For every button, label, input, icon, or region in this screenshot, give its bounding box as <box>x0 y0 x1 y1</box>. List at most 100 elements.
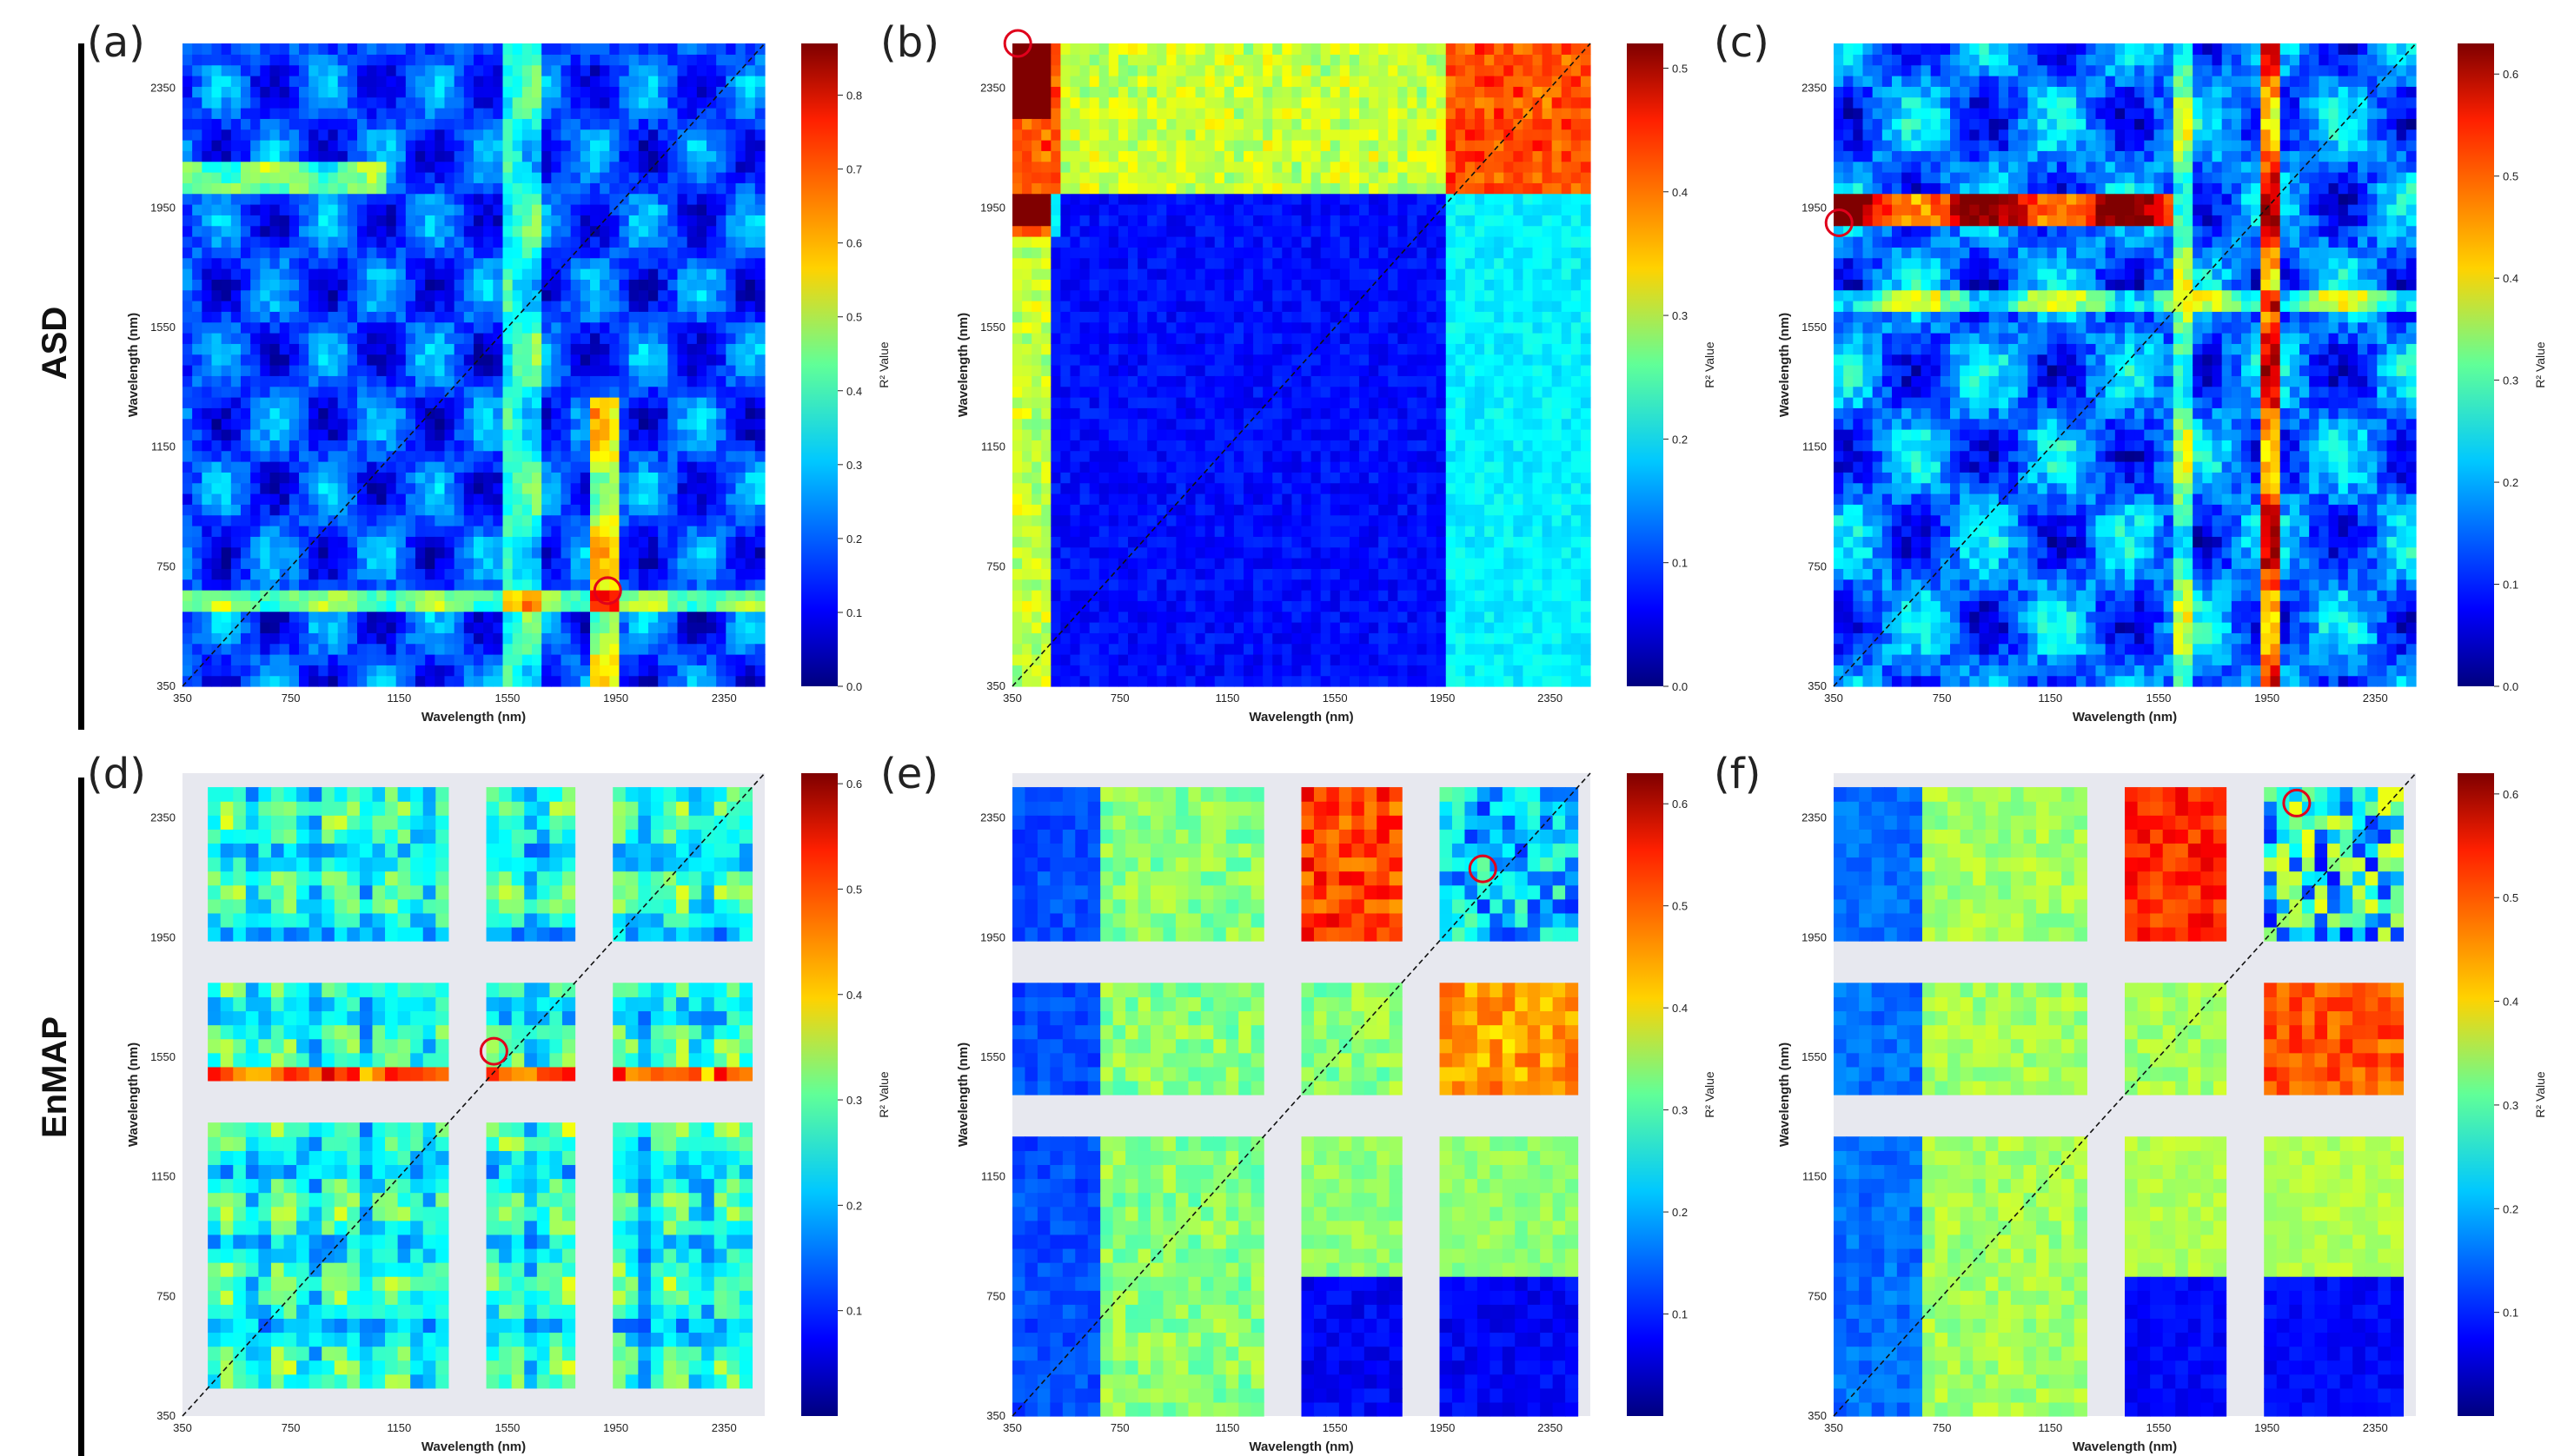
x-axis-label: Wavelength (nm) <box>421 1439 526 1454</box>
x-tick-label: 1950 <box>603 692 628 705</box>
heatmap-cells <box>182 43 766 687</box>
colorbar <box>2458 773 2494 1416</box>
heatmap-cells <box>1834 43 2417 687</box>
colorbar-tick-label: 0.5 <box>2503 170 2518 183</box>
max-r2-marker <box>1468 854 1497 884</box>
y-tick-label: 1950 <box>980 201 1005 214</box>
colorbar-tick-label: 0.2 <box>1672 433 1688 446</box>
colorbar-tick-label: 0.7 <box>846 163 862 176</box>
colorbar-tick-label: 0.6 <box>846 237 862 250</box>
heatmap-cells <box>1012 787 1579 1417</box>
colorbar-tick-label: 0.0 <box>1672 680 1688 693</box>
colorbar-tick-label: 0.1 <box>1672 557 1688 570</box>
y-tick-label: 1150 <box>1802 440 1827 453</box>
colorbar-tick-label: 0.4 <box>846 385 862 398</box>
panel-a: 350 750 1150 1550 1950 2350 350 750 1150 1550 1950… <box>87 18 891 725</box>
x-tick-label: 2350 <box>712 1421 737 1434</box>
x-tick-label: 1550 <box>1323 1421 1348 1434</box>
colorbar-tick-label: 0.4 <box>846 989 862 1002</box>
colorbar-tick-label: 0.6 <box>2503 68 2518 81</box>
y-tick-label: 1550 <box>1801 1050 1827 1063</box>
y-tick-label: 750 <box>1808 559 1827 572</box>
colorbar-tick-label: 0.5 <box>2503 891 2518 904</box>
diagonal-line <box>182 772 766 1417</box>
colorbar <box>801 43 838 686</box>
y-axis-label: Wavelength (nm) <box>1777 1042 1792 1147</box>
panel-c: 350 750 1150 1550 1950 2350 350 750 1150 1550 1950… <box>1714 18 2547 725</box>
colorbar-tick-label: 0.1 <box>1672 1308 1688 1321</box>
y-tick-label: 1950 <box>150 201 176 214</box>
panel-letter: (f) <box>1714 750 1761 798</box>
colorbar-tick-label: 0.6 <box>846 778 862 791</box>
y-tick-label: 2350 <box>980 82 1005 95</box>
x-tick-label: 2350 <box>1537 1421 1562 1434</box>
y-tick-label: 1550 <box>980 1050 1005 1063</box>
heatmap-cells <box>1834 787 2405 1417</box>
colorbar-tick-label: 0.5 <box>1672 62 1688 75</box>
diagonal-line <box>1012 43 1591 687</box>
colorbar-tick-label: 0.1 <box>2503 579 2518 592</box>
x-tick-label: 750 <box>282 1421 301 1434</box>
x-axis-label: Wavelength (nm) <box>2073 710 2177 725</box>
row-bar-asd <box>78 43 84 730</box>
panel-b: 350 750 1150 1550 1950 2350 350 750 1150 1550 1950… <box>880 18 1716 725</box>
colorbar-label: R² Value <box>2533 1071 2547 1118</box>
y-tick-label: 2350 <box>150 811 176 824</box>
x-tick-label: 2350 <box>712 692 737 705</box>
x-tick-label: 1150 <box>387 692 411 705</box>
diagonal-line <box>1012 772 1591 1417</box>
x-tick-label: 1550 <box>494 1421 520 1434</box>
colorbar-tick-label: 0.8 <box>846 89 862 103</box>
colorbar-tick-label: 0.6 <box>1672 797 1688 811</box>
colorbar-tick-label: 0.3 <box>2503 1099 2518 1112</box>
y-tick-label: 1150 <box>1802 1170 1827 1183</box>
colorbar-label: R² Value <box>877 1071 891 1118</box>
x-tick-label: 2350 <box>1537 692 1562 705</box>
row-bar-enmap <box>78 778 84 1456</box>
y-tick-label: 1150 <box>151 1170 176 1183</box>
x-tick-label: 1550 <box>2146 692 2171 705</box>
heatmap-cells <box>1012 43 1591 687</box>
y-axis-label: Wavelength (nm) <box>956 1042 971 1147</box>
panel-letter: (d) <box>87 750 146 798</box>
y-tick-label: 1150 <box>981 440 1005 453</box>
colorbar-label: R² Value <box>1702 1071 1716 1118</box>
y-tick-label: 350 <box>156 679 176 692</box>
colorbar-tick-label: 0.1 <box>846 606 862 619</box>
colorbar-tick-label: 0.6 <box>2503 788 2518 801</box>
panel-d: 350 750 1150 1550 1950 2350 350 750 1150 1550 1950… <box>87 750 891 1454</box>
y-tick-label: 1550 <box>150 1050 176 1063</box>
colorbar <box>1627 773 1663 1416</box>
colorbar-tick-label: 0.4 <box>1672 1002 1688 1015</box>
colorbar-tick-label: 0.3 <box>846 459 862 472</box>
row-label-asd: ASD <box>36 307 74 380</box>
y-tick-label: 2350 <box>150 82 176 95</box>
y-tick-label: 750 <box>156 559 176 572</box>
colorbar-tick-label: 0.5 <box>846 883 862 896</box>
x-tick-label: 350 <box>1003 1421 1022 1434</box>
y-tick-label: 2350 <box>980 811 1005 824</box>
y-tick-label: 1950 <box>980 930 1005 943</box>
diagonal-line <box>182 43 766 687</box>
x-tick-label: 1150 <box>2038 692 2062 705</box>
x-tick-label: 350 <box>1824 1421 1843 1434</box>
y-tick-label: 1950 <box>1801 201 1827 214</box>
colorbar-tick-label: 0.3 <box>2503 374 2518 387</box>
y-tick-label: 1950 <box>150 930 176 943</box>
x-axis-label: Wavelength (nm) <box>1249 1439 1353 1454</box>
max-r2-marker <box>2282 788 2312 817</box>
colorbar-tick-label: 0.1 <box>846 1305 862 1318</box>
colorbar-tick-label: 0.2 <box>846 533 862 546</box>
colorbar-tick-label: 0.2 <box>846 1199 862 1212</box>
x-tick-label: 1150 <box>2038 1421 2062 1434</box>
panel-letter: (a) <box>87 18 145 67</box>
x-tick-label: 1950 <box>2254 1421 2279 1434</box>
x-tick-label: 350 <box>173 1421 192 1434</box>
x-tick-label: 1550 <box>494 692 520 705</box>
x-tick-label: 750 <box>1111 692 1130 705</box>
y-tick-label: 1550 <box>980 321 1005 334</box>
y-axis-label: Wavelength (nm) <box>1777 313 1792 417</box>
panel-e: 350 750 1150 1550 1950 2350 350 750 1150 1550 1950… <box>880 750 1716 1454</box>
max-r2-marker <box>479 1036 508 1066</box>
y-tick-label: 750 <box>1808 1289 1827 1302</box>
